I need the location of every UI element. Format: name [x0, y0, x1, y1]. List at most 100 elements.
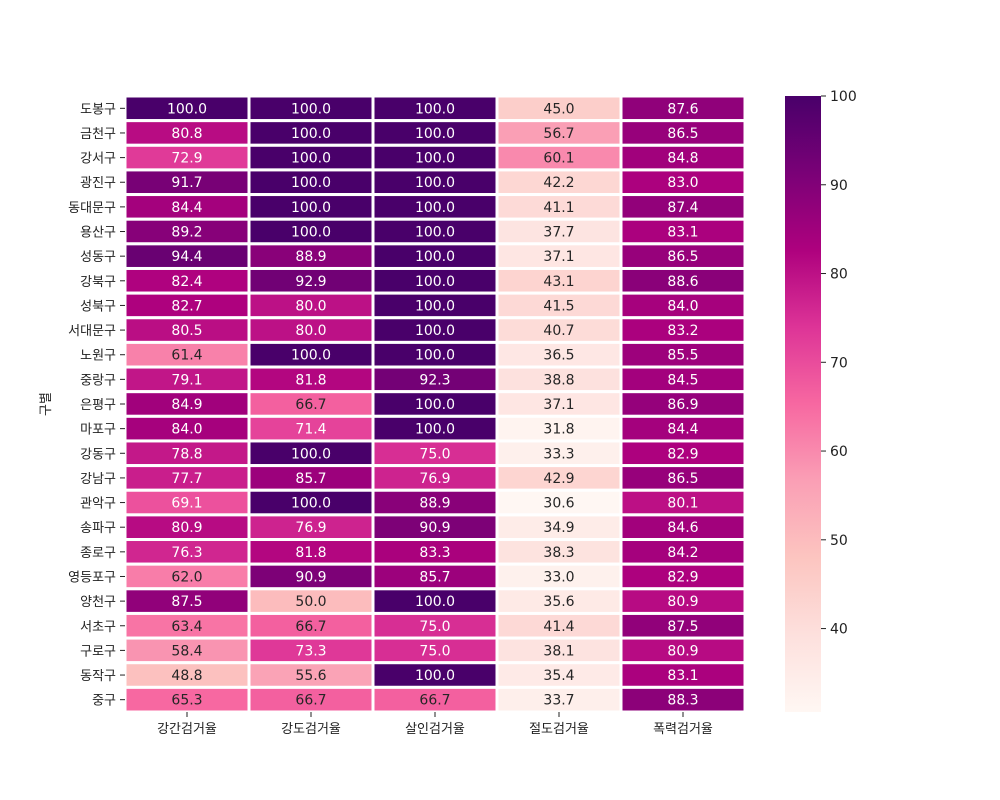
cell-value-label: 86.5	[667, 471, 698, 487]
heatmap-cell	[619, 464, 747, 492]
heatmap-cell	[619, 488, 747, 517]
row-ticks: 도봉구금천구강서구광진구동대문구용산구성동구강북구성북구서대문구노원구중랑구은평…	[68, 102, 125, 709]
cell-value-label: 100.0	[415, 225, 455, 241]
cell-value-label: 76.9	[419, 471, 450, 487]
heatmap-cell	[619, 316, 747, 344]
heatmap-cell	[619, 168, 747, 197]
cell-value-label: 100.0	[415, 200, 455, 216]
cell-value-label: 80.0	[295, 323, 326, 339]
row-tick-label: 종로구	[80, 546, 116, 561]
heatmap-cells: 100.0 100.0 100.0 45.0 87.6 80.8 100.0 100.0 56.…	[123, 94, 747, 714]
cell-value-label: 50.0	[295, 594, 326, 610]
cell-value-label: 72.9	[171, 151, 202, 167]
row-tick-label: 은평구	[80, 398, 116, 413]
cell-value-label: 87.6	[667, 101, 698, 117]
heatmap-cell	[619, 562, 747, 591]
heatmap-cell	[495, 464, 623, 492]
colorbar-tick-label: 50	[830, 533, 848, 549]
heatmap-cell	[247, 217, 375, 246]
cell-value-label: 100.0	[291, 348, 331, 364]
cell-value-label: 80.5	[171, 323, 202, 339]
colorbar-tick-label: 40	[830, 622, 848, 638]
cell-value-label: 34.9	[543, 520, 574, 536]
row-tick-label: 강북구	[80, 275, 116, 290]
cell-value-label: 100.0	[291, 101, 331, 117]
cell-value-label: 38.3	[543, 545, 574, 561]
column-tick-label: 강도검거율	[281, 722, 341, 737]
cell-value-label: 88.3	[667, 693, 698, 709]
heatmap-cell	[123, 390, 251, 418]
row-tick-label: 구로구	[80, 644, 116, 659]
row-tick-label: 마포구	[80, 423, 116, 438]
cell-value-label: 38.1	[543, 643, 574, 659]
cell-value-label: 92.3	[419, 372, 450, 388]
cell-value-label: 86.5	[667, 249, 698, 265]
heatmap-cell	[495, 439, 623, 468]
cell-value-label: 80.0	[295, 298, 326, 314]
heatmap-cell	[495, 168, 623, 197]
cell-value-label: 84.4	[171, 200, 202, 216]
cell-value-label: 84.8	[667, 151, 698, 167]
cell-value-label: 90.9	[419, 520, 450, 536]
row-tick-label: 영등포구	[68, 570, 116, 585]
cell-value-label: 86.5	[667, 126, 698, 142]
cell-value-label: 80.1	[667, 496, 698, 512]
row-tick-label: 도봉구	[80, 102, 116, 117]
heatmap-cell	[619, 538, 747, 566]
cell-value-label: 90.9	[295, 569, 326, 585]
cell-value-label: 71.4	[295, 422, 326, 438]
heatmap-cell	[371, 414, 499, 443]
row-tick-label: 강남구	[80, 472, 116, 487]
cell-value-label: 87.5	[171, 594, 202, 610]
cell-value-label: 82.9	[667, 446, 698, 462]
row-tick-label: 금천구	[80, 127, 116, 142]
cell-value-label: 78.8	[171, 446, 202, 462]
heatmap-cell	[619, 513, 747, 542]
colorbar-tick-label: 70	[830, 355, 848, 371]
cell-value-label: 85.5	[667, 348, 698, 364]
cell-value-label: 88.9	[419, 496, 450, 512]
heatmap-cell	[247, 439, 375, 468]
heatmap-cell	[123, 242, 251, 270]
cell-value-label: 89.2	[171, 225, 202, 241]
cell-value-label: 80.9	[171, 520, 202, 536]
cell-value-label: 61.4	[171, 348, 202, 364]
cell-value-label: 38.8	[543, 372, 574, 388]
cell-value-label: 69.1	[171, 496, 202, 512]
cell-value-label: 83.1	[667, 225, 698, 241]
cell-value-label: 100.0	[291, 225, 331, 241]
cell-value-label: 82.9	[667, 569, 698, 585]
heatmap-cell	[123, 562, 251, 591]
cell-value-label: 100.0	[415, 348, 455, 364]
cell-value-label: 42.9	[543, 471, 574, 487]
cell-value-label: 100.0	[291, 446, 331, 462]
cell-value-label: 88.6	[667, 274, 698, 290]
cell-value-label: 100.0	[415, 126, 455, 142]
heatmap-cell	[371, 587, 499, 615]
cell-value-label: 100.0	[415, 298, 455, 314]
cell-value-label: 83.2	[667, 323, 698, 339]
cell-value-label: 35.6	[543, 594, 574, 610]
row-tick-label: 양천구	[80, 595, 116, 610]
cell-value-label: 100.0	[415, 668, 455, 684]
heatmap-cell	[123, 685, 251, 714]
cell-value-label: 73.3	[295, 643, 326, 659]
cell-value-label: 66.7	[295, 619, 326, 635]
heatmap-cell	[495, 340, 623, 369]
heatmap-cell	[495, 390, 623, 418]
heatmap-cell	[495, 513, 623, 542]
heatmap-cell	[619, 685, 747, 714]
row-tick-label: 관악구	[80, 497, 116, 512]
heatmap-cell	[495, 414, 623, 443]
colorbar-gradient	[785, 96, 821, 712]
cell-value-label: 45.0	[543, 101, 574, 117]
cell-value-label: 62.0	[171, 569, 202, 585]
heatmap-cell	[123, 414, 251, 443]
row-tick-label: 송파구	[80, 521, 116, 536]
cell-value-label: 84.2	[667, 545, 698, 561]
cell-value-label: 87.4	[667, 200, 698, 216]
cell-value-label: 100.0	[291, 151, 331, 167]
cell-value-label: 100.0	[415, 397, 455, 413]
cell-value-label: 80.8	[171, 126, 202, 142]
cell-value-label: 82.4	[171, 274, 202, 290]
